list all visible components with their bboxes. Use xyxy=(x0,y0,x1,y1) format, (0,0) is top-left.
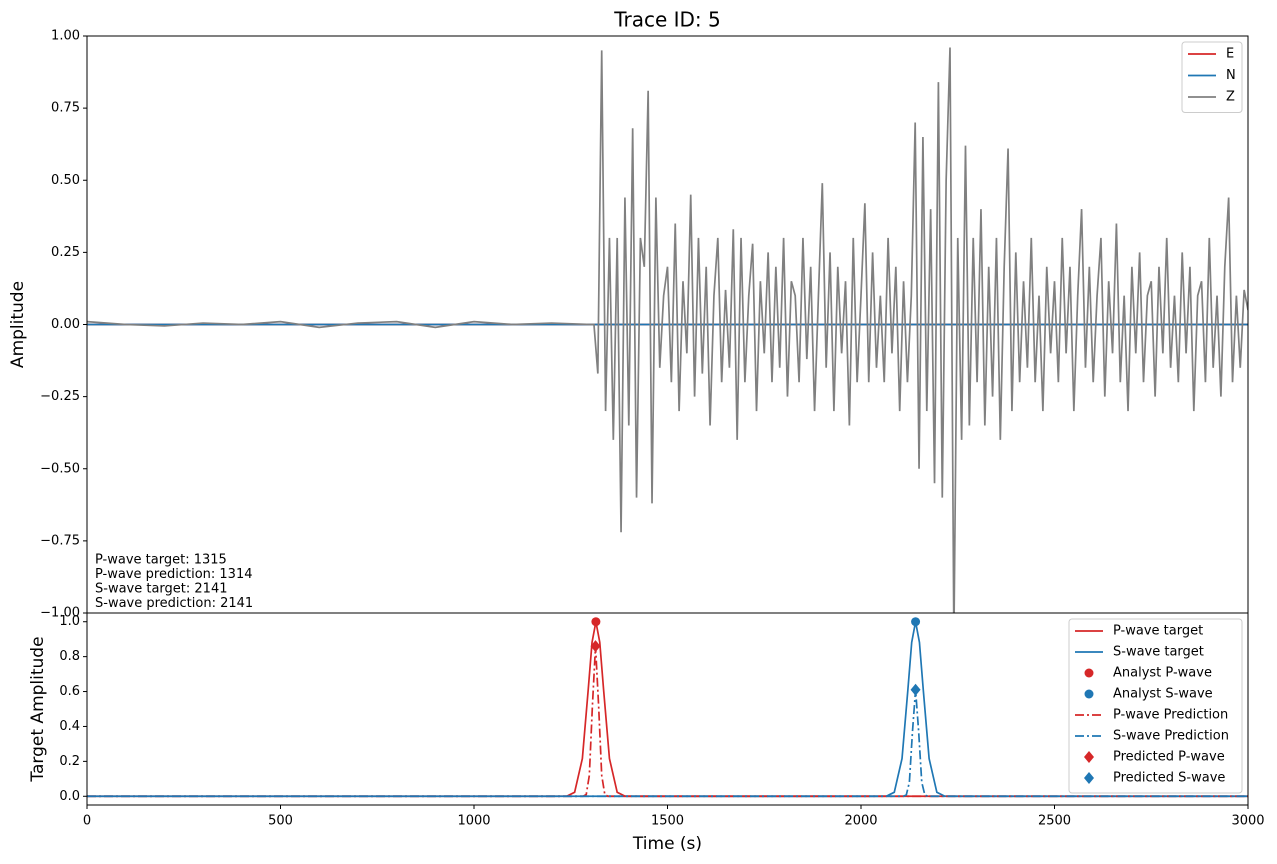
marker xyxy=(590,640,601,653)
x-axis-label: Time (s) xyxy=(632,834,702,854)
marker xyxy=(591,617,601,627)
plot-area xyxy=(87,617,1248,798)
annotation: S-wave prediction: 2141 xyxy=(95,596,253,611)
x-tick-label: 2500 xyxy=(1038,814,1071,829)
x-tick-label: 2000 xyxy=(844,814,877,829)
annotation: P-wave prediction: 1314 xyxy=(95,567,253,582)
y-tick-label: 0.8 xyxy=(59,649,80,664)
legend-label: P-wave target xyxy=(1113,624,1203,639)
annotation: P-wave target: 1315 xyxy=(95,553,227,568)
marker xyxy=(910,683,921,696)
y-tick-label: 0.6 xyxy=(59,684,80,699)
legend-marker xyxy=(1084,689,1094,699)
x-tick-label: 1500 xyxy=(651,814,684,829)
legend-box xyxy=(1181,41,1243,113)
plot-area xyxy=(87,47,1248,613)
legend-label: Analyst P-wave xyxy=(1113,666,1212,681)
y-tick-label: 0.0 xyxy=(59,789,80,804)
legend-label: E xyxy=(1226,47,1234,62)
y-tick-label: 0.50 xyxy=(51,173,80,188)
y-tick-label: −0.25 xyxy=(40,389,80,404)
legend-label: S-wave Prediction xyxy=(1113,729,1229,744)
y-tick-label: −1.00 xyxy=(40,606,80,621)
legend-marker xyxy=(1084,668,1094,678)
y-tick-label: 0.2 xyxy=(59,754,80,769)
y-tick-label: −0.75 xyxy=(40,533,80,548)
x-tick-label: 3000 xyxy=(1231,814,1264,829)
chart-title: Trace ID: 5 xyxy=(613,8,721,32)
y-tick-label: 0.4 xyxy=(59,719,80,734)
legend-box xyxy=(1068,618,1243,794)
x-tick-label: 0 xyxy=(83,814,91,829)
legend-label: Z xyxy=(1226,90,1235,105)
y-axis-label: Amplitude xyxy=(8,281,28,368)
marker xyxy=(911,617,921,627)
legend-marker xyxy=(1084,751,1094,763)
series-line xyxy=(87,47,1248,613)
y-tick-label: −0.50 xyxy=(40,461,80,476)
legend-label: Predicted P-wave xyxy=(1113,750,1225,765)
y-tick-label: 0.75 xyxy=(51,101,80,116)
y-axis-label: Target Amplitude xyxy=(28,636,48,782)
y-tick-label: 0.25 xyxy=(51,245,80,260)
y-tick-label: 0.00 xyxy=(51,317,80,332)
legend-label: N xyxy=(1226,68,1236,83)
legend-label: S-wave target xyxy=(1113,645,1204,660)
x-tick-label: 500 xyxy=(268,814,293,829)
x-tick-label: 1000 xyxy=(457,814,490,829)
legend-label: Predicted S-wave xyxy=(1113,771,1225,786)
y-tick-label: 1.00 xyxy=(51,29,80,44)
y-tick-label: 1.0 xyxy=(59,614,80,629)
annotation: S-wave target: 2141 xyxy=(95,582,228,597)
legend-label: Analyst S-wave xyxy=(1113,687,1213,702)
legend-marker xyxy=(1084,772,1094,784)
legend-label: P-wave Prediction xyxy=(1113,708,1228,723)
